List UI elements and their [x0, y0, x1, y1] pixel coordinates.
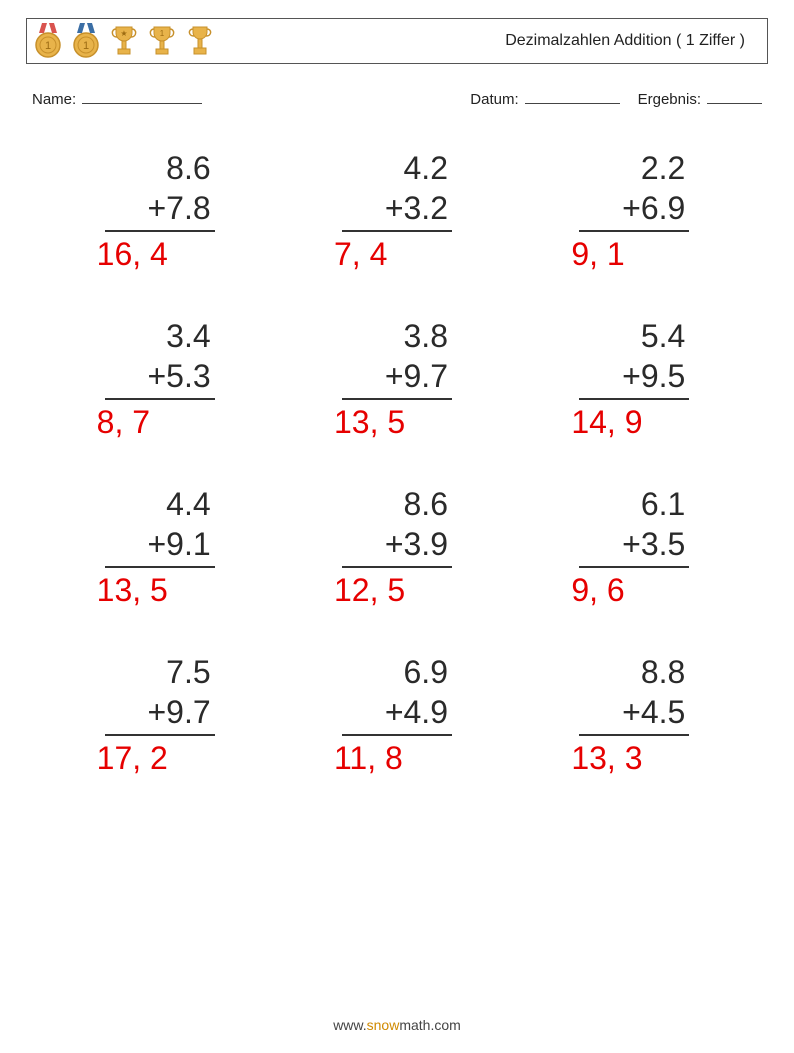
operands: 6.1 +3.5 — [579, 484, 689, 568]
trophy-icon — [185, 23, 215, 59]
answer: 13, 5 — [95, 570, 225, 610]
operand-top: 4.2 — [342, 148, 452, 188]
operand-top: 3.8 — [342, 316, 452, 356]
answer: 13, 5 — [332, 402, 462, 442]
answer: 12, 5 — [332, 570, 462, 610]
svg-text:1: 1 — [83, 40, 89, 52]
operand-bottom: +9.1 — [105, 524, 215, 568]
problem: 8.8 +4.5 13, 3 — [531, 652, 738, 778]
operands: 8.6 +7.8 — [105, 148, 215, 232]
problem: 7.5 +9.7 17, 2 — [56, 652, 263, 778]
operands: 8.8 +4.5 — [579, 652, 689, 736]
date-label: Datum: — [470, 91, 518, 108]
problem: 4.2 +3.2 7, 4 — [293, 148, 500, 274]
problem: 3.4 +5.3 8, 7 — [56, 316, 263, 442]
operand-top: 2.2 — [579, 148, 689, 188]
operands: 4.2 +3.2 — [342, 148, 452, 232]
worksheet-page: 1 1 ★ — [0, 0, 794, 1053]
footer-accent: snow — [367, 1017, 400, 1033]
svg-text:1: 1 — [45, 40, 51, 52]
operand-bottom: +7.8 — [105, 188, 215, 232]
operands: 5.4 +9.5 — [579, 316, 689, 400]
answer: 13, 3 — [569, 738, 699, 778]
operand-top: 8.6 — [105, 148, 215, 188]
name-field: Name: — [32, 90, 202, 108]
name-blank — [82, 90, 202, 104]
answer: 11, 8 — [332, 738, 462, 778]
operand-bottom: +3.2 — [342, 188, 452, 232]
operands: 7.5 +9.7 — [105, 652, 215, 736]
operand-top: 8.6 — [342, 484, 452, 524]
operand-bottom: +3.5 — [579, 524, 689, 568]
answer: 17, 2 — [95, 738, 225, 778]
header-box: 1 1 ★ — [26, 18, 768, 64]
operands: 3.8 +9.7 — [342, 316, 452, 400]
svg-text:★: ★ — [120, 29, 127, 38]
operands: 8.6 +3.9 — [342, 484, 452, 568]
problem: 2.2 +6.9 9, 1 — [531, 148, 738, 274]
problem: 8.6 +3.9 12, 5 — [293, 484, 500, 610]
footer-url: www.snowmath.com — [0, 1017, 794, 1033]
problem: 6.1 +3.5 9, 6 — [531, 484, 738, 610]
trophy-icon: ★ — [109, 23, 139, 59]
answer: 9, 6 — [569, 570, 699, 610]
trophy-row: 1 1 ★ — [33, 23, 215, 59]
score-label: Ergebnis: — [638, 91, 701, 108]
operand-top: 4.4 — [105, 484, 215, 524]
answer: 7, 4 — [332, 234, 462, 274]
footer-suffix: math.com — [399, 1017, 460, 1033]
date-blank — [525, 90, 620, 104]
operand-top: 6.1 — [579, 484, 689, 524]
meta-row: Name: Datum: Ergebnis: — [26, 90, 768, 108]
answer: 8, 7 — [95, 402, 225, 442]
operand-bottom: +9.7 — [342, 356, 452, 400]
operand-top: 6.9 — [342, 652, 452, 692]
medal-icon: 1 — [33, 23, 63, 59]
operand-bottom: +5.3 — [105, 356, 215, 400]
problem: 3.8 +9.7 13, 5 — [293, 316, 500, 442]
operands: 2.2 +6.9 — [579, 148, 689, 232]
answer: 14, 9 — [569, 402, 699, 442]
operands: 3.4 +5.3 — [105, 316, 215, 400]
score-field: Ergebnis: — [638, 90, 762, 108]
operand-bottom: +6.9 — [579, 188, 689, 232]
problem: 6.9 +4.9 11, 8 — [293, 652, 500, 778]
answer: 9, 1 — [569, 234, 699, 274]
worksheet-title: Dezimalzahlen Addition ( 1 Ziffer ) — [505, 32, 755, 50]
operand-top: 5.4 — [579, 316, 689, 356]
operands: 4.4 +9.1 — [105, 484, 215, 568]
operand-bottom: +4.9 — [342, 692, 452, 736]
operand-bottom: +9.5 — [579, 356, 689, 400]
score-blank — [707, 90, 762, 104]
medal-icon: 1 — [71, 23, 101, 59]
problem: 5.4 +9.5 14, 9 — [531, 316, 738, 442]
problems-grid: 8.6 +7.8 16, 4 4.2 +3.2 7, 4 2.2 +6.9 9,… — [26, 148, 768, 778]
trophy-icon: 1 — [147, 23, 177, 59]
problem: 4.4 +9.1 13, 5 — [56, 484, 263, 610]
name-label: Name: — [32, 91, 76, 108]
footer-prefix: www. — [333, 1017, 366, 1033]
operand-bottom: +3.9 — [342, 524, 452, 568]
operand-top: 7.5 — [105, 652, 215, 692]
operand-top: 3.4 — [105, 316, 215, 356]
svg-text:1: 1 — [160, 29, 165, 38]
operand-bottom: +9.7 — [105, 692, 215, 736]
operand-top: 8.8 — [579, 652, 689, 692]
date-field: Datum: — [470, 90, 619, 108]
answer: 16, 4 — [95, 234, 225, 274]
problem: 8.6 +7.8 16, 4 — [56, 148, 263, 274]
operand-bottom: +4.5 — [579, 692, 689, 736]
operands: 6.9 +4.9 — [342, 652, 452, 736]
